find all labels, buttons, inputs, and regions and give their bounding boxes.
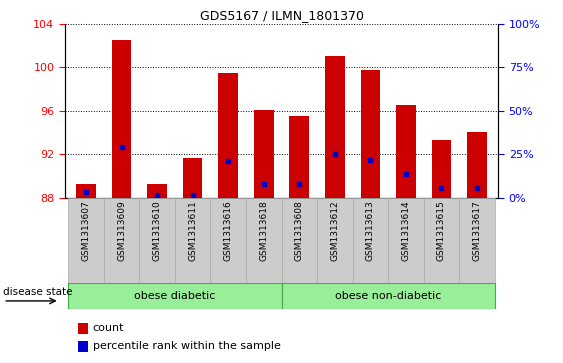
Text: percentile rank within the sample: percentile rank within the sample bbox=[93, 341, 280, 351]
Text: GSM1313607: GSM1313607 bbox=[82, 200, 91, 261]
Bar bbox=[148, 184, 167, 198]
Text: GSM1313615: GSM1313615 bbox=[437, 200, 446, 261]
Bar bbox=[175, 198, 211, 283]
Text: GSM1313611: GSM1313611 bbox=[188, 200, 197, 261]
Text: obese diabetic: obese diabetic bbox=[134, 291, 216, 301]
Bar bbox=[104, 198, 140, 283]
Text: GSM1313617: GSM1313617 bbox=[472, 200, 481, 261]
Text: GSM1313608: GSM1313608 bbox=[295, 200, 304, 261]
Text: GSM1313618: GSM1313618 bbox=[259, 200, 268, 261]
Bar bbox=[388, 198, 423, 283]
Bar bbox=[211, 198, 246, 283]
Bar bbox=[68, 283, 282, 309]
Bar bbox=[77, 184, 96, 198]
Bar bbox=[432, 140, 451, 198]
Bar bbox=[78, 340, 88, 352]
Text: GSM1313610: GSM1313610 bbox=[153, 200, 162, 261]
Bar bbox=[183, 158, 203, 198]
Bar bbox=[317, 198, 352, 283]
Bar bbox=[140, 198, 175, 283]
Text: GSM1313616: GSM1313616 bbox=[224, 200, 233, 261]
Bar bbox=[459, 198, 495, 283]
Text: GSM1313613: GSM1313613 bbox=[366, 200, 375, 261]
Bar bbox=[68, 198, 104, 283]
Bar bbox=[282, 283, 495, 309]
Bar bbox=[423, 198, 459, 283]
Title: GDS5167 / ILMN_1801370: GDS5167 / ILMN_1801370 bbox=[199, 9, 364, 23]
Bar bbox=[467, 132, 486, 198]
Text: count: count bbox=[93, 323, 124, 333]
Bar bbox=[254, 110, 274, 198]
Bar bbox=[325, 56, 345, 198]
Bar bbox=[360, 70, 380, 198]
Bar bbox=[78, 323, 88, 334]
Text: GSM1313609: GSM1313609 bbox=[117, 200, 126, 261]
Text: GSM1313612: GSM1313612 bbox=[330, 200, 339, 261]
Bar bbox=[289, 116, 309, 198]
Bar bbox=[282, 198, 317, 283]
Bar bbox=[396, 105, 415, 198]
Bar bbox=[246, 198, 282, 283]
Text: GSM1313614: GSM1313614 bbox=[401, 200, 410, 261]
Bar bbox=[112, 40, 131, 198]
Bar bbox=[218, 73, 238, 198]
Text: obese non-diabetic: obese non-diabetic bbox=[335, 291, 441, 301]
Text: disease state: disease state bbox=[3, 287, 73, 297]
Bar bbox=[352, 198, 388, 283]
